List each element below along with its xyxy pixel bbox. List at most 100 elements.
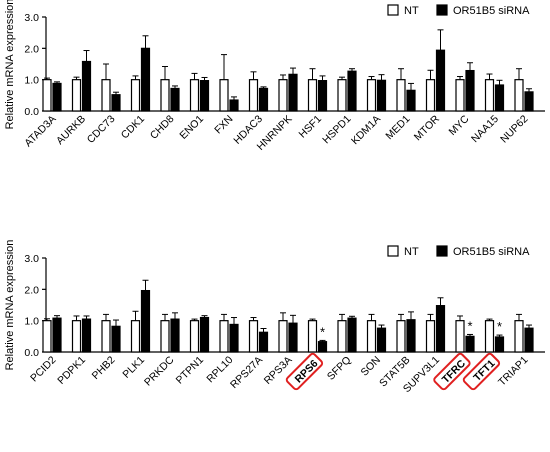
x-tick-label: KDM1A xyxy=(349,113,383,147)
bar-nt-ptpn1 xyxy=(189,320,200,353)
x-tick-group: ENO1 xyxy=(177,113,206,142)
bar-sirna-cdk1 xyxy=(140,47,151,112)
bar-nt-rps3a xyxy=(278,320,288,353)
bar-sirna-pdpk1 xyxy=(81,318,92,353)
bar-nt-tfrc xyxy=(455,320,465,353)
x-tick-group: CDK1 xyxy=(119,113,147,141)
bar-sirna-hdac3 xyxy=(258,87,269,112)
x-tick-group: MED1 xyxy=(383,113,412,142)
bar-sirna-nup62 xyxy=(524,91,534,112)
x-tick-label: AURKB xyxy=(54,113,88,147)
x-tick-label: NAA15 xyxy=(469,113,501,145)
bar-nt-triap1 xyxy=(514,320,524,353)
y-tick-label: 2.0 xyxy=(24,43,39,55)
x-tick-group: ATAD3A xyxy=(22,113,58,149)
legend-swatch-nt xyxy=(387,245,399,257)
x-tick-group: HSF1 xyxy=(297,113,325,141)
x-tick-label: MYC xyxy=(447,113,472,138)
x-tick-group: MTOR xyxy=(412,113,443,144)
bar-sirna-plk1 xyxy=(140,289,151,353)
x-tick-group: RPS6 xyxy=(285,352,324,391)
bar-nt-chd8 xyxy=(160,79,170,112)
x-tick-label: HSPD1 xyxy=(320,113,353,146)
bar-sirna-rpl10 xyxy=(229,323,239,353)
significance-star: * xyxy=(467,318,472,333)
highlight-box xyxy=(433,352,471,391)
x-tick-label: CHD8 xyxy=(148,113,177,142)
bar-sirna-fxn xyxy=(229,99,239,112)
bar-sirna-tfrc xyxy=(465,335,475,353)
bar-nt-hnrnpk xyxy=(278,79,288,112)
highlight-box xyxy=(462,352,501,391)
x-tick-label: SON xyxy=(358,354,383,379)
x-tick-group: NUP62 xyxy=(498,113,531,146)
bar-nt-supv3l1 xyxy=(425,320,436,353)
y-axis-title: Relative mRNA expression xyxy=(4,240,16,371)
bar-nt-cdc73 xyxy=(101,79,111,112)
bar-sirna-tft1 xyxy=(494,336,505,353)
x-tick-label: PLK1 xyxy=(120,354,147,381)
x-tick-label: NUP62 xyxy=(498,113,531,146)
highlight-box xyxy=(285,352,324,391)
bar-sirna-sfpq xyxy=(347,317,357,353)
x-tick-group: PDPK1 xyxy=(55,354,88,387)
bar-nt-pdpk1 xyxy=(71,320,82,353)
bar-nt-prkdc xyxy=(160,320,170,353)
bar-nt-phb2 xyxy=(101,320,111,353)
x-tick-label: ENO1 xyxy=(177,113,206,142)
x-tick-group: KDM1A xyxy=(349,113,383,147)
chart-panel-1: 0.0 1.0 2.0 3.0 Relative mRNA expression NT OR… xyxy=(4,0,545,153)
bar-sirna-eno1 xyxy=(199,80,210,112)
x-tick-group: CHD8 xyxy=(148,113,177,142)
bar-nt-stat5b xyxy=(396,320,406,353)
x-tick-group: SON xyxy=(358,354,383,379)
bar-sirna-pcid2 xyxy=(52,317,62,353)
x-tick-group: MYC xyxy=(447,113,472,138)
bar-nt-rpl10 xyxy=(219,320,229,353)
bar-nt-plk1 xyxy=(130,320,141,353)
x-tick-group: NAA15 xyxy=(469,113,501,145)
x-tick-label: FXN xyxy=(212,113,235,136)
bar-nt-tft1 xyxy=(484,320,495,353)
bar-sirna-cdc73 xyxy=(111,94,121,112)
bar-nt-pcid2 xyxy=(42,320,52,353)
bar-sirna-son xyxy=(376,327,387,353)
significance-star: * xyxy=(320,324,325,339)
x-tick-label: RPS27A xyxy=(228,354,265,391)
x-tick-label: PDPK1 xyxy=(55,354,88,387)
x-tick-group: PLK1 xyxy=(120,354,147,381)
bar-sirna-prkdc xyxy=(170,318,180,353)
x-tick-label: MED1 xyxy=(383,113,412,142)
bar-sirna-med1 xyxy=(406,89,416,112)
bar-nt-naa15 xyxy=(484,79,495,112)
bar-nt-cdk1 xyxy=(130,79,141,112)
x-tick-group: TFRC xyxy=(433,352,471,391)
x-tick-group: PRKDC xyxy=(142,354,177,389)
x-tick-group: TFT1 xyxy=(462,352,501,391)
bar-nt-hdac3 xyxy=(248,79,259,112)
bar-sirna-rps27a xyxy=(258,331,269,353)
x-tick-group: TRIAP1 xyxy=(496,354,531,389)
legend-label-sirna: OR51B5 siRNA xyxy=(453,246,530,258)
bar-sirna-atad3a xyxy=(52,82,62,112)
bar-sirna-kdm1a xyxy=(376,79,387,112)
x-tick-label: RPS3A xyxy=(262,354,295,387)
bar-nt-hsf1 xyxy=(307,79,318,112)
x-tick-label: CDK1 xyxy=(119,113,147,141)
bar-sirna-chd8 xyxy=(170,87,180,112)
bar-nt-fxn xyxy=(219,79,229,112)
bar-nt-atad3a xyxy=(42,79,52,112)
x-tick-label: PTPN1 xyxy=(174,354,207,387)
legend-swatch-sirna xyxy=(436,245,448,257)
x-tick-label: PRKDC xyxy=(142,354,177,389)
bar-nt-rps27a xyxy=(248,320,259,353)
bar-sirna-mtor xyxy=(435,49,446,112)
bar-sirna-hnrnpk xyxy=(288,73,298,112)
y-tick-label: 1.0 xyxy=(24,316,39,328)
x-tick-group: RPS27A xyxy=(228,354,265,391)
x-tick-label: TRIAP1 xyxy=(496,354,531,389)
y-tick-label: 3.0 xyxy=(24,253,39,265)
y-tick-label: 1.0 xyxy=(24,75,39,87)
bar-nt-myc xyxy=(455,79,465,112)
legend-swatch-nt xyxy=(387,4,399,16)
